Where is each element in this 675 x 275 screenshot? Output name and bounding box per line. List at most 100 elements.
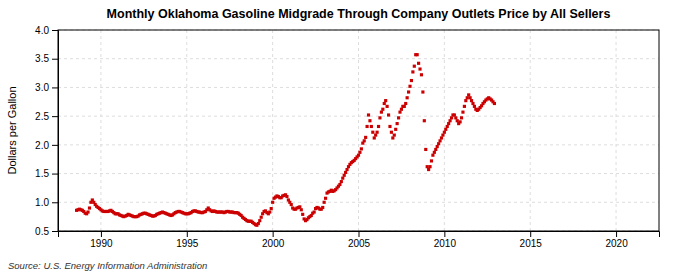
x-tick-label: 2000 xyxy=(262,238,285,249)
point xyxy=(321,206,324,209)
point xyxy=(404,102,407,105)
grid xyxy=(58,30,659,231)
point xyxy=(364,136,367,139)
point xyxy=(447,122,450,125)
y-tick: 2.0 xyxy=(35,140,58,151)
point xyxy=(470,99,473,102)
point xyxy=(367,113,370,116)
point xyxy=(86,210,89,213)
y-grid-line xyxy=(58,87,659,88)
plot-frame xyxy=(58,30,659,231)
point xyxy=(357,154,360,157)
point xyxy=(373,136,376,139)
x-axis-line xyxy=(59,232,660,238)
chart: 19901995200020052010201520200.51.01.52.0… xyxy=(0,0,675,275)
point xyxy=(453,113,456,116)
point xyxy=(446,125,449,128)
y-tick: 4.0 xyxy=(35,25,58,36)
y-tick: 0.5 xyxy=(35,226,58,237)
point xyxy=(387,113,390,116)
point xyxy=(386,105,389,108)
y-tick-label: 1.0 xyxy=(35,197,49,208)
x-tick-label: 2005 xyxy=(348,238,371,249)
point xyxy=(413,65,416,68)
point xyxy=(384,99,387,102)
point xyxy=(463,105,466,108)
points xyxy=(75,53,496,227)
point xyxy=(430,159,433,162)
point xyxy=(257,222,260,225)
point xyxy=(380,111,383,114)
x-grid-line xyxy=(616,30,617,231)
x-grid-line xyxy=(186,30,187,231)
point xyxy=(418,67,421,70)
y-tick-label: 1.5 xyxy=(35,168,49,179)
x-tick-mark xyxy=(616,231,617,237)
point xyxy=(323,201,326,204)
point xyxy=(456,119,459,122)
x-tick: 2005 xyxy=(348,231,371,249)
point xyxy=(416,53,419,56)
point xyxy=(467,93,470,96)
y-grid-line xyxy=(58,202,659,203)
y-tick-mark xyxy=(52,174,58,175)
y-tick-mark xyxy=(52,116,58,117)
x-tick: 1990 xyxy=(90,231,113,249)
point xyxy=(290,203,293,206)
point xyxy=(377,125,380,128)
point xyxy=(324,197,327,200)
y-tick: 2.5 xyxy=(35,111,58,122)
point xyxy=(341,177,344,180)
x-tick: 2015 xyxy=(520,231,543,249)
point xyxy=(88,206,91,209)
y-axis: 0.51.01.52.02.53.03.54.0 xyxy=(35,25,58,237)
x-tick-label: 1990 xyxy=(90,238,113,249)
point xyxy=(368,119,371,122)
point xyxy=(363,139,366,142)
y-tick-mark xyxy=(52,231,58,232)
point xyxy=(408,85,411,88)
point xyxy=(410,79,413,82)
point xyxy=(427,168,430,171)
point xyxy=(390,131,393,134)
x-tick-mark xyxy=(101,231,102,237)
point xyxy=(420,73,423,76)
y-grid-line xyxy=(58,173,659,174)
point xyxy=(403,105,406,108)
point xyxy=(434,148,437,151)
y-tick-label: 4.0 xyxy=(35,25,49,36)
plot: 19901995200020052010201520200.51.01.52.0… xyxy=(35,25,659,249)
point xyxy=(268,210,271,213)
point xyxy=(444,128,447,131)
x-tick-label: 2010 xyxy=(434,238,457,249)
point xyxy=(358,151,361,154)
point xyxy=(394,128,397,131)
point xyxy=(381,108,384,111)
point xyxy=(426,165,429,168)
y-tick: 3.5 xyxy=(35,53,58,64)
point xyxy=(338,183,341,186)
point xyxy=(493,102,496,105)
y-tick: 1.5 xyxy=(35,168,58,179)
point xyxy=(411,70,414,73)
point xyxy=(343,174,346,177)
point xyxy=(424,148,427,151)
point xyxy=(460,116,463,119)
point xyxy=(454,116,457,119)
y-grid-line xyxy=(58,58,659,59)
x-grid-line xyxy=(530,30,531,231)
x-grid-line xyxy=(358,30,359,231)
point xyxy=(440,136,443,139)
point xyxy=(388,125,391,128)
point xyxy=(443,131,446,134)
point xyxy=(466,96,469,99)
point xyxy=(461,111,464,114)
annotation: Source: U.S. Energy Information Administ… xyxy=(8,260,207,271)
title: Monthly Oklahoma Gasoline Midgrade Throu… xyxy=(107,7,611,21)
x-tick-mark xyxy=(187,231,188,237)
y-tick-label: 2.0 xyxy=(35,140,49,151)
y-axis-line xyxy=(52,31,59,232)
x-axis: 1990199520002005201020152020 xyxy=(59,231,660,249)
point xyxy=(383,102,386,105)
point xyxy=(407,90,410,93)
